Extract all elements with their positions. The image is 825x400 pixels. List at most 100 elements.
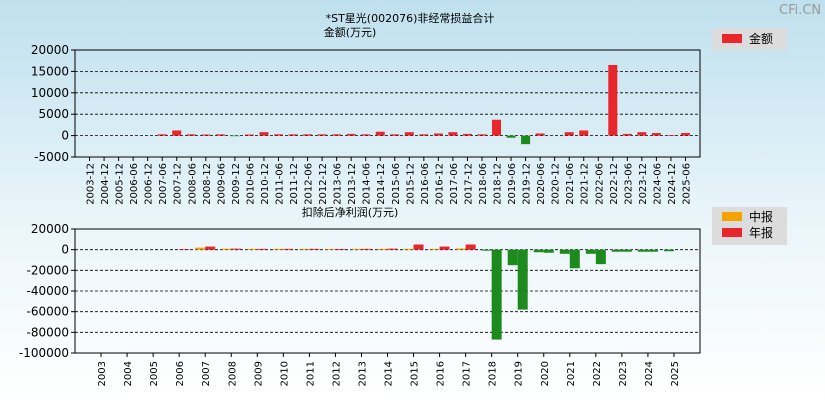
- bar-annual-2022: [595, 249, 606, 265]
- bar-2016-06: [419, 134, 429, 136]
- bar-annual-2024: [647, 249, 658, 252]
- bar-interim-2024: [637, 249, 648, 252]
- bar-2019-06: [506, 135, 516, 138]
- bar-2021-06: [564, 132, 574, 136]
- bottom-grid: [71, 228, 700, 354]
- x-tick-label: 2004-12: [100, 163, 111, 205]
- x-tick-label: 2007-06: [158, 163, 169, 205]
- y-tick-label: -20000: [26, 263, 69, 277]
- bar-2012-12: [317, 134, 327, 136]
- bar-2010-06: [244, 134, 254, 136]
- bar-annual-2012: [335, 248, 346, 250]
- x-tick-label: 2016-12: [434, 163, 445, 205]
- bottom-legend: 中报 年报: [712, 207, 787, 245]
- bar-annual-2015: [413, 244, 424, 250]
- bar-interim-2014: [377, 248, 388, 250]
- x-tick-label: 2012-06: [304, 163, 315, 205]
- bar-interim-2009: [247, 248, 258, 250]
- bar-interim-2020: [533, 249, 544, 253]
- x-tick-label: 2018: [488, 361, 499, 386]
- x-tick-label: 2011-12: [289, 163, 300, 205]
- x-tick-label: 2004: [123, 361, 134, 386]
- x-tick-label: 2024-06: [652, 163, 663, 205]
- bar-2021-12: [579, 130, 589, 136]
- x-tick-label: 2024: [644, 361, 655, 386]
- x-tick-label: 2008-12: [202, 163, 213, 205]
- bar-2015-12: [404, 132, 414, 136]
- bar-2022-12: [608, 64, 618, 136]
- bar-interim-2012: [325, 248, 336, 250]
- y-tick-label: 20000: [31, 222, 69, 236]
- bar-2017-12: [462, 133, 472, 136]
- top-y-axis: 20000 15000 10000 5000 0 -5000: [31, 43, 69, 164]
- x-tick-label: 2011-06: [274, 163, 285, 205]
- x-tick-label: 2006: [175, 361, 186, 386]
- x-tick-label: 2023-06: [623, 163, 634, 205]
- top-chart-ylabel: 金额(万元): [324, 25, 377, 39]
- top-bars: [157, 64, 690, 145]
- bar-interim-2010: [273, 248, 284, 250]
- x-tick-label: 2018-06: [478, 163, 489, 205]
- x-tick-label: 2010-12: [260, 163, 271, 205]
- x-tick-label: 2003-12: [86, 163, 97, 205]
- x-tick-label: 2012: [331, 361, 342, 386]
- bar-2013-12: [346, 133, 356, 136]
- x-tick-label: 2008: [227, 361, 238, 386]
- x-tick-label: 2006-12: [144, 163, 155, 205]
- bar-2019-12: [521, 135, 531, 145]
- x-tick-label: 2019-12: [522, 163, 533, 205]
- bar-2013-06: [332, 134, 342, 136]
- bar-2007-06: [157, 134, 167, 136]
- bar-annual-2021: [569, 249, 580, 269]
- bar-interim-2019: [507, 249, 518, 266]
- bar-2018-06: [477, 134, 487, 136]
- x-tick-label: 2023-12: [638, 163, 649, 205]
- bar-2008-12: [201, 134, 211, 136]
- legend-label-interim: 中报: [749, 209, 773, 224]
- x-tick-label: 2009-06: [216, 163, 227, 205]
- x-tick-label: 2010: [279, 361, 290, 386]
- x-tick-label: 2011: [305, 361, 316, 386]
- y-tick-label: -40000: [26, 284, 69, 298]
- x-tick-label: 2006-06: [129, 163, 140, 205]
- bar-2024-06: [651, 133, 661, 136]
- x-tick-label: 2020-12: [551, 163, 562, 205]
- y-tick-label: -80000: [26, 325, 69, 339]
- x-tick-label: 2014: [384, 361, 395, 386]
- x-tick-label: 2016-06: [420, 163, 431, 205]
- x-tick-label: 2022-06: [594, 163, 605, 205]
- x-tick-label: 2019-06: [507, 163, 518, 205]
- x-tick-label: 2017-12: [463, 163, 474, 205]
- bar-interim-2013: [351, 248, 362, 250]
- bar-annual-2008: [231, 248, 242, 250]
- bottom-chart-title: 扣除后净利润(万元): [302, 205, 399, 219]
- bar-interim-2021: [559, 249, 570, 254]
- bar-interim-2016: [429, 248, 440, 250]
- x-tick-label: 2021: [566, 361, 577, 386]
- bar-2008-06: [186, 134, 196, 136]
- y-tick-label: 20000: [31, 43, 69, 57]
- x-tick-label: 2015: [410, 361, 421, 386]
- bar-annual-2007: [205, 246, 216, 250]
- legend-label-amount: 金额: [749, 31, 773, 46]
- x-tick-label: 2020: [540, 361, 551, 386]
- bar-annual-2009: [257, 248, 268, 250]
- x-tick-label: 2010-06: [245, 163, 256, 205]
- x-tick-label: 2014-06: [362, 163, 373, 205]
- bar-annual-2016: [439, 246, 450, 250]
- bar-interim-2023: [611, 249, 622, 252]
- bar-annual-2023: [621, 249, 632, 252]
- legend-label-annual: 年报: [749, 225, 773, 240]
- x-tick-label: 2009: [253, 361, 264, 386]
- x-tick-label: 2022: [592, 361, 603, 386]
- x-tick-label: 2015-06: [391, 163, 402, 205]
- bar-interim-2007: [195, 247, 206, 250]
- x-tick-label: 2017: [462, 361, 473, 386]
- y-tick-label: -60000: [26, 305, 69, 319]
- x-tick-label: 2013-12: [347, 163, 358, 205]
- top-plot-area: [74, 49, 701, 158]
- bar-annual-2006: [179, 249, 190, 250]
- x-tick-label: 2007-12: [173, 163, 184, 205]
- bottom-y-axis: 20000 0 -20000 -40000 -60000 -80000 -100000: [19, 222, 69, 360]
